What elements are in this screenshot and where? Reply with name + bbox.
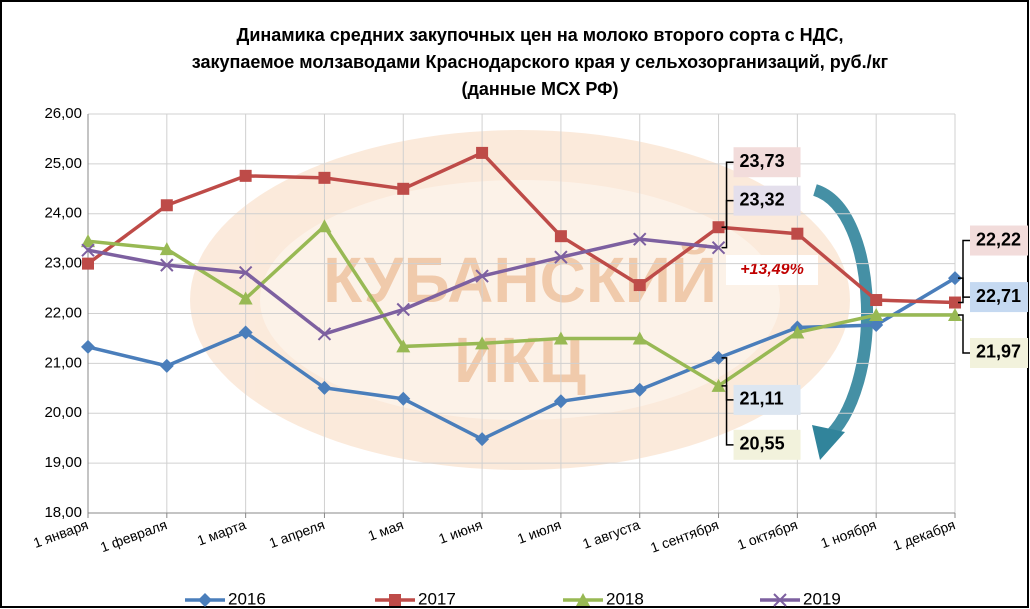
y-tick-label: 20,00 [44, 404, 82, 421]
value-label: 22,22 [976, 229, 1021, 249]
marker [476, 147, 488, 159]
legend-label: 2016 [228, 589, 266, 608]
marker [397, 183, 409, 195]
chart-title: (данные МСХ РФ) [462, 79, 619, 99]
marker [555, 230, 567, 242]
chart-title: Динамика средних закупочных цен на молок… [237, 25, 844, 45]
marker [240, 170, 252, 182]
value-label: 21,11 [740, 389, 784, 409]
watermark: ИКЦ [454, 324, 586, 396]
y-tick-label: 22,00 [44, 304, 82, 321]
legend-label: 2019 [803, 589, 841, 608]
chart: КУБАНСКИЙ ИКЦ Динамика средних закупочны… [0, 0, 1030, 609]
marker [634, 279, 646, 291]
value-label: 23,32 [740, 189, 785, 209]
watermark: КУБАНСКИЙ [323, 243, 717, 316]
y-tick-label: 21,00 [44, 354, 82, 371]
value-label: 22,71 [976, 286, 1021, 306]
y-tick-label: 26,00 [44, 105, 82, 122]
y-tick-label: 19,00 [44, 454, 82, 471]
marker [82, 258, 94, 270]
y-tick-label: 24,00 [44, 205, 82, 222]
value-label: 20,55 [740, 434, 785, 454]
marker [791, 228, 803, 240]
y-tick-label: 25,00 [44, 155, 82, 172]
marker [318, 172, 330, 184]
marker [870, 294, 882, 306]
legend-label: 2018 [606, 589, 644, 608]
value-label: 23,73 [740, 151, 785, 171]
chart-title: закупаемое молзаводами Краснодарского кр… [192, 52, 889, 72]
y-tick-label: 23,00 [44, 255, 82, 272]
marker [161, 199, 173, 211]
legend-label: 2017 [418, 589, 456, 608]
marker [389, 594, 401, 606]
value-label: 21,97 [976, 342, 1021, 362]
